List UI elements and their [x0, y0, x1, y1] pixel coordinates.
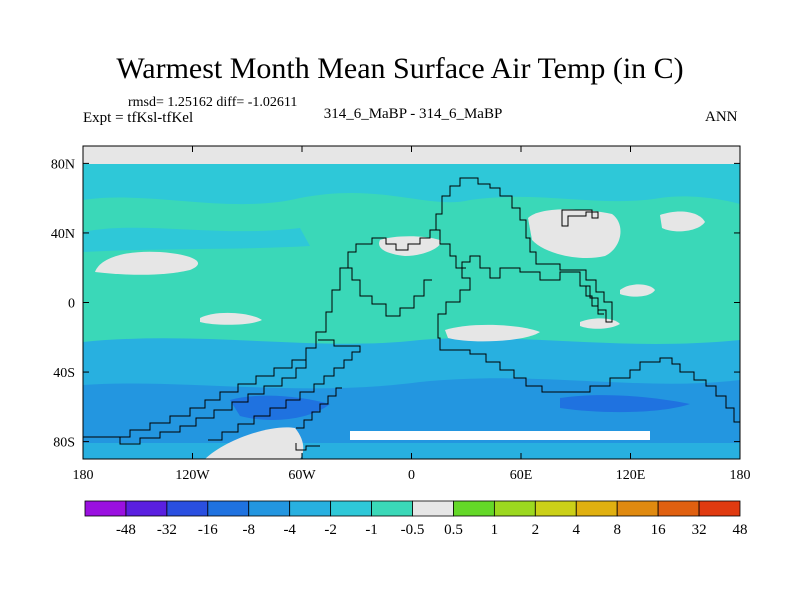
colorbar-label-7: -0.5	[401, 522, 425, 538]
x-tick-label-0: 180	[73, 468, 94, 483]
coastline-inner-land	[436, 229, 466, 269]
experiment-label: Expt = tfKsl-tfKel	[83, 110, 194, 126]
colorbar-label-13: 16	[651, 522, 667, 538]
y-tick-label-4: 80S	[53, 436, 75, 451]
warm-patch-west-north	[95, 251, 199, 275]
x-tick-label-3: 0	[408, 468, 415, 483]
y-tick-label-3: 40S	[53, 366, 75, 381]
warm-patch-tropics-east	[580, 318, 620, 329]
colorbar-label-4: -4	[283, 522, 296, 538]
field-patch-deep-south	[83, 378, 740, 400]
coastline-inner-west	[119, 358, 307, 445]
coastline-northwest	[340, 267, 432, 317]
warm-patch-central-north	[379, 236, 441, 256]
field-patch-cold-core-2	[560, 395, 690, 413]
colorbar-label-6: -1	[365, 522, 378, 538]
warm-patch-north-strip	[83, 160, 740, 164]
x-tick-label-6: 180	[730, 468, 751, 483]
colorbar-label-1: -32	[157, 522, 177, 538]
y-tick-label-0: 80N	[51, 157, 75, 172]
x-tick-label-1: 120W	[175, 468, 210, 483]
colorbar-swatch-10	[493, 500, 536, 517]
band-polar-north	[83, 146, 740, 164]
y-tick-label-2: 0	[68, 297, 75, 312]
warm-patch-tropics-central	[445, 324, 540, 342]
stats-label: rmsd= 1.25162 diff= -1.02611	[128, 95, 298, 110]
colorbar-swatch-8	[412, 500, 454, 517]
warm-patch-northeast	[660, 211, 705, 232]
colorbar-swatch-5	[289, 500, 332, 517]
colorbar-label-5: -2	[324, 522, 337, 538]
y-axis: 80N 40N 0 40S 80S	[51, 157, 740, 451]
coastline-east-arm	[580, 285, 604, 315]
colorbar-swatch-0	[84, 500, 127, 517]
colorbar-label-8: 0.5	[444, 522, 463, 538]
map-field	[83, 146, 740, 459]
warm-patch-south-strip	[350, 431, 650, 440]
x-tick-label-4: 60E	[510, 468, 533, 483]
continent-outlines	[83, 177, 740, 451]
colorbar-swatch-11	[534, 500, 577, 517]
x-axis: 180 120W 60W 0 60E 120E 180	[73, 146, 751, 483]
coastline-main	[83, 177, 740, 438]
coastline-south-spur	[296, 387, 342, 429]
field-patch-south	[83, 338, 740, 360]
colorbar-swatch-13	[616, 500, 659, 517]
colorbar-swatch-12	[575, 500, 618, 517]
colorbar: -48 -32 -16 -8 -4 -2 -1 -0.5 0.5 1 2 4 8 16 32 48	[84, 500, 748, 538]
colorbar-swatch-7	[371, 500, 413, 517]
colorbar-label-3: -8	[243, 522, 256, 538]
field-patch-northwest	[83, 227, 310, 252]
coastline-polar-south	[295, 443, 320, 451]
colorbar-swatch-4	[248, 500, 291, 517]
band-tropics	[83, 208, 740, 348]
warm-patch-east-north	[528, 209, 621, 259]
chart-title: Warmest Month Mean Surface Air Temp (in …	[116, 52, 684, 85]
coastline-east-block	[561, 209, 599, 227]
colorbar-swatch-14	[657, 500, 700, 517]
colorbar-label-11: 4	[573, 522, 581, 538]
colorbar-label-14: 32	[692, 522, 707, 538]
colorbar-label-9: 1	[491, 522, 499, 538]
colorbar-label-0: -48	[116, 522, 136, 538]
warm-patch-tropics-west	[200, 312, 262, 325]
colorbar-swatch-1	[125, 500, 168, 517]
warm-patch-antarctic	[205, 427, 304, 459]
warm-patch-east-mid	[620, 284, 655, 297]
colorbar-swatch-6	[330, 500, 372, 517]
subtitle-label: 314_6_MaBP - 314_6_MaBP	[323, 106, 503, 122]
colorbar-swatch-2	[166, 500, 209, 517]
colorbar-swatch-3	[207, 500, 250, 517]
coastline-south-arm	[208, 339, 361, 441]
colorbar-label-12: 8	[613, 522, 621, 538]
colorbar-label-2: -16	[198, 522, 218, 538]
x-tick-label-2: 60W	[288, 468, 316, 483]
colorbar-label-15: 48	[733, 522, 748, 538]
colorbar-swatch-9	[453, 500, 495, 517]
period-label: ANN	[705, 109, 738, 125]
y-tick-label-1: 40N	[51, 227, 75, 242]
x-tick-label-5: 120E	[616, 468, 646, 483]
colorbar-label-10: 2	[532, 522, 540, 538]
colorbar-swatch-15	[698, 500, 741, 517]
